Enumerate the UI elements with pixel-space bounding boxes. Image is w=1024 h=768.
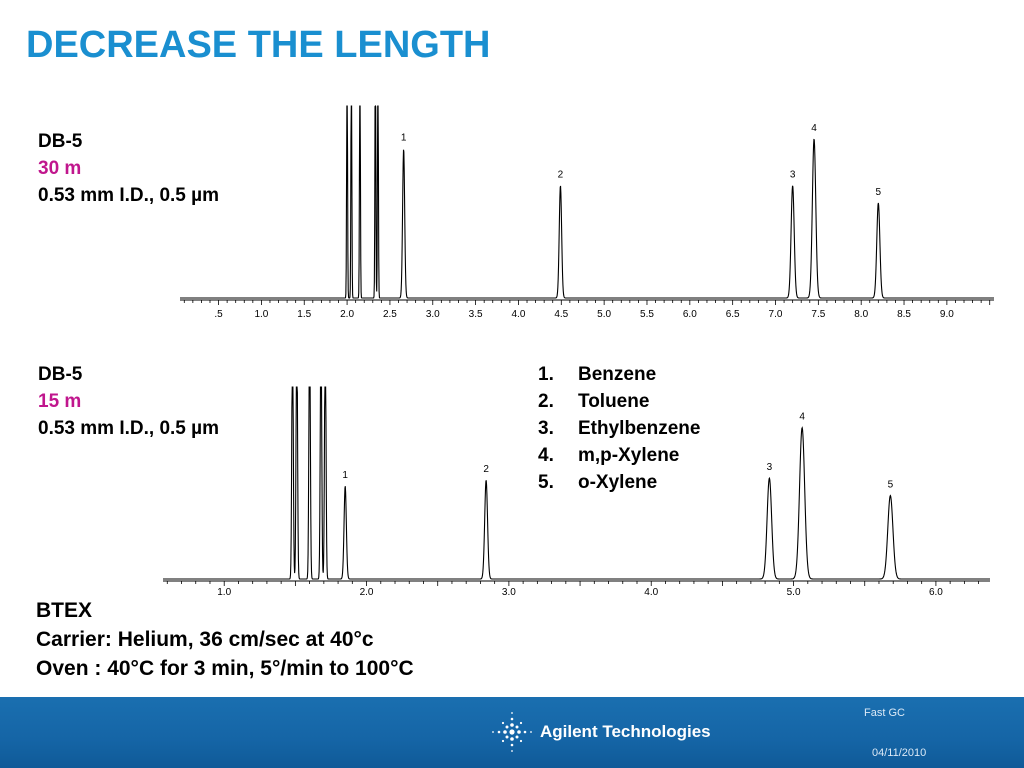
oven-label: Oven :	[36, 657, 102, 680]
oven-value: 40°C for 3 min, 5°/min to 100°C	[107, 657, 414, 680]
legend-item: 1. Benzene	[538, 361, 700, 388]
peak-label: 4	[811, 123, 817, 134]
carrier-value: Helium, 36 cm/sec at 40°c	[117, 628, 374, 651]
column1-length: 30 m	[38, 158, 82, 179]
x-tick-label: 7.0	[769, 309, 783, 320]
column2-phase: DB-5	[38, 364, 83, 385]
x-tick-label: 5.0	[787, 587, 801, 598]
x-tick-label: 7.5	[811, 309, 825, 320]
legend-number: 2.	[538, 391, 554, 412]
peak-label: 5	[876, 187, 882, 198]
legend-number: 1.	[538, 364, 554, 385]
column2-info: DB-5 15 m 0.53 mm I.D., 0.5 µm	[38, 361, 219, 442]
legend-name: Benzene	[578, 364, 657, 385]
legend-number: 3.	[538, 418, 554, 439]
carrier-label: Carrier:	[36, 628, 112, 651]
footer-bar: Fast GC Agilent Technologies 04/11/2010	[0, 697, 1024, 768]
x-tick-label: 4.0	[511, 309, 525, 320]
x-tick-label: 6.0	[683, 309, 697, 320]
agilent-spark-icon	[492, 712, 532, 752]
page-title: DECREASE THE LENGTH	[26, 24, 491, 66]
legend-name: Toluene	[578, 391, 650, 412]
compound-legend: 1. Benzene 2. Toluene 3. Ethylbenzene 4. m,p…	[538, 361, 700, 496]
peak-label: 4	[799, 412, 805, 423]
footer-topic: Fast GC	[864, 707, 905, 719]
legend-item: 5. o-Xylene	[538, 469, 700, 496]
column2-length: 15 m	[38, 391, 82, 412]
peak-label: 3	[790, 169, 796, 180]
x-tick-label: 2.0	[340, 309, 354, 320]
chromatograms: .5 1.0 1.5 2.0 2.5 3.0 3.5 4.0 4.5 5.0 5.5 6.0 6.5 7.…	[163, 104, 994, 598]
column1-info: DB-5 30 m 0.53 mm I.D., 0.5 µm	[38, 128, 219, 209]
legend-name: Ethylbenzene	[578, 418, 701, 439]
column1-phase: DB-5	[38, 131, 83, 152]
signal-trace	[163, 386, 990, 580]
legend-item: 4. m,p-Xylene	[538, 442, 700, 469]
legend-item: 2. Toluene	[538, 388, 700, 415]
conditions-block: BTEX Carrier: Helium, 36 cm/sec at 40°c …	[36, 596, 414, 683]
oven-line: Oven : 40°C for 3 min, 5°/min to 100°C	[36, 654, 414, 683]
peak-label: 2	[483, 464, 489, 475]
legend-name: m,p-Xylene	[578, 445, 680, 466]
peak-label: 3	[767, 462, 773, 473]
legend-number: 5.	[538, 472, 554, 493]
x-tick-label: 6.5	[726, 309, 740, 320]
x-tick-label: 4.0	[644, 587, 658, 598]
x-tick-label: 3.0	[426, 309, 440, 320]
x-tick-label: 2.0	[360, 587, 374, 598]
chromatogram-1: .5 1.0 1.5 2.0 2.5 3.0 3.5 4.0 4.5 5.0 5.5 6.0 6.5 7.…	[180, 104, 994, 320]
x-tick-label: 5.5	[640, 309, 654, 320]
x-tick-label: 8.0	[854, 309, 868, 320]
footer-brand: Agilent Technologies	[540, 722, 711, 741]
peak-label: 2	[558, 169, 564, 180]
x-tick-label: 9.0	[940, 309, 954, 320]
x-tick-label: .5	[214, 309, 223, 320]
x-tick-label: 8.5	[897, 309, 911, 320]
peak-label: 1	[401, 133, 407, 144]
peak-label: 1	[342, 470, 348, 481]
legend-name: o-Xylene	[578, 472, 658, 493]
legend-item: 3. Ethylbenzene	[538, 415, 700, 442]
x-tick-label: 1.5	[297, 309, 311, 320]
x-tick-label: 6.0	[929, 587, 943, 598]
column2-dims: 0.53 mm I.D., 0.5 µm	[38, 418, 219, 439]
x-tick-label: 4.5	[554, 309, 568, 320]
x-tick-label: 1.0	[217, 587, 231, 598]
column1-dims: 0.53 mm I.D., 0.5 µm	[38, 185, 219, 206]
x-tick-label: 3.0	[502, 587, 516, 598]
sample-name: BTEX	[36, 599, 93, 622]
x-tick-label: 2.5	[383, 309, 397, 320]
chromatogram-2: 1.0 2.0 3.0 4.0 5.0 6.0 1 2 3 4 5	[163, 386, 990, 598]
peak-label: 5	[888, 480, 894, 491]
signal-trace	[180, 104, 994, 299]
carrier-line: Carrier: Helium, 36 cm/sec at 40°c	[36, 625, 414, 654]
footer-date: 04/11/2010	[872, 747, 927, 759]
x-tick-label: 5.0	[597, 309, 611, 320]
x-tick-label: 1.0	[254, 309, 268, 320]
x-tick-label: 3.5	[469, 309, 483, 320]
legend-number: 4.	[538, 445, 554, 466]
